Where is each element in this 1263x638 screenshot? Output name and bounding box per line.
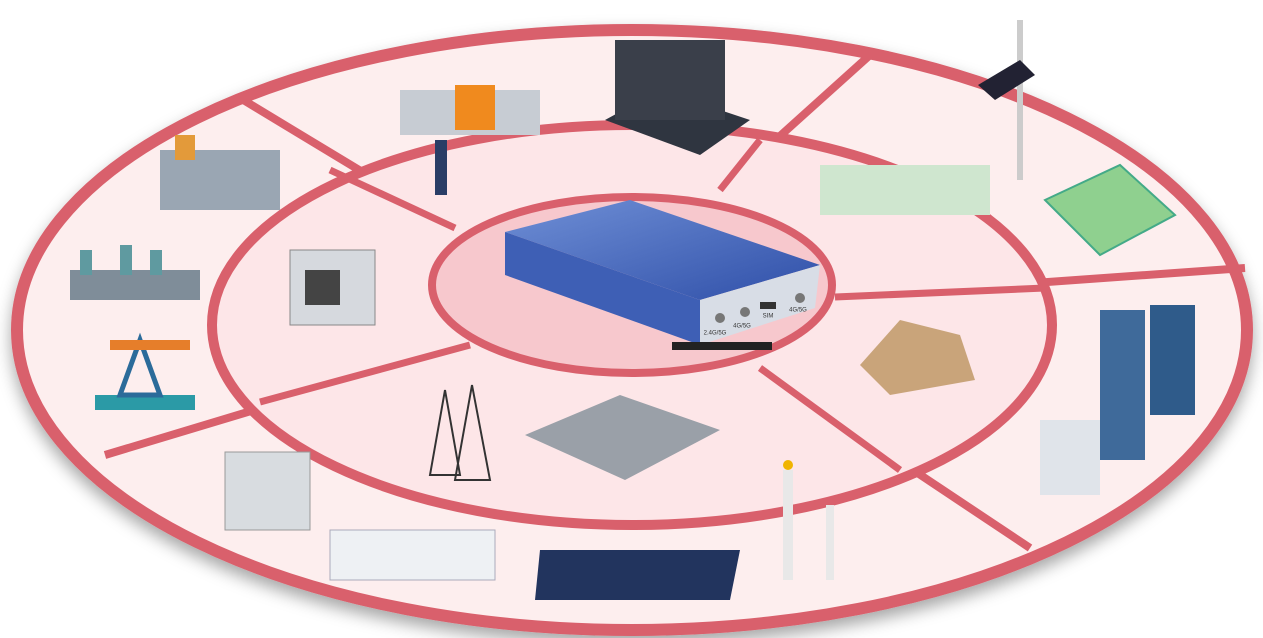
switchgear-icon — [225, 452, 310, 530]
irrigation-icon — [820, 165, 990, 215]
solar-icon — [535, 550, 740, 600]
scene: 2.4G/5G 4G/5G SIM 4G/5G — [0, 0, 1263, 638]
port-label: 4G/5G — [789, 308, 807, 314]
page: {"device": {"ports": ["2.4G/5G", "4G/5G"… — [0, 0, 1263, 638]
port-label: SIM — [763, 314, 774, 320]
port-label: 2.4G/5G — [704, 331, 727, 337]
cnc-icon — [290, 250, 375, 325]
battery-icon — [330, 530, 495, 580]
port-label: 4G/5G — [733, 324, 751, 330]
